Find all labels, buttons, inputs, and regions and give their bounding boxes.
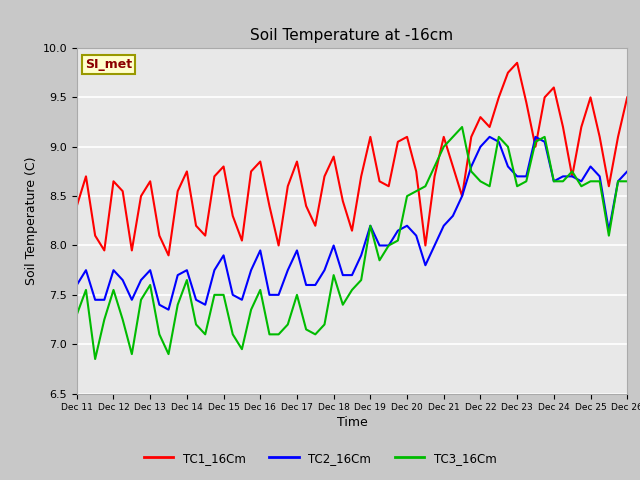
TC1_16Cm (73, 203, 81, 209)
TC3_16Cm (275, 332, 282, 337)
TC3_16Cm (192, 322, 200, 327)
TC1_16Cm (164, 252, 172, 258)
TC2_16Cm (486, 134, 493, 140)
TC3_16Cm (412, 188, 420, 194)
TC2_16Cm (623, 168, 631, 174)
Text: SI_met: SI_met (85, 59, 132, 72)
Line: TC3_16Cm: TC3_16Cm (77, 127, 627, 359)
TC2_16Cm (376, 242, 383, 248)
Line: TC2_16Cm: TC2_16Cm (77, 137, 627, 310)
Line: TC1_16Cm: TC1_16Cm (77, 63, 627, 255)
TC3_16Cm (568, 168, 576, 174)
TC3_16Cm (92, 356, 99, 362)
TC2_16Cm (192, 297, 200, 303)
TC3_16Cm (376, 257, 383, 263)
TC3_16Cm (211, 292, 218, 298)
TC2_16Cm (164, 307, 172, 312)
TC1_16Cm (568, 173, 576, 179)
TC2_16Cm (73, 282, 81, 288)
TC1_16Cm (211, 173, 218, 179)
X-axis label: Time: Time (337, 417, 367, 430)
TC2_16Cm (275, 292, 282, 298)
Legend: TC1_16Cm, TC2_16Cm, TC3_16Cm: TC1_16Cm, TC2_16Cm, TC3_16Cm (139, 447, 501, 469)
TC1_16Cm (192, 223, 200, 228)
TC2_16Cm (412, 233, 420, 239)
TC2_16Cm (568, 173, 576, 179)
TC3_16Cm (623, 179, 631, 184)
TC1_16Cm (376, 179, 383, 184)
TC1_16Cm (412, 168, 420, 174)
TC1_16Cm (275, 242, 282, 248)
Title: Soil Temperature at -16cm: Soil Temperature at -16cm (250, 28, 454, 43)
TC1_16Cm (623, 95, 631, 100)
TC2_16Cm (211, 267, 218, 273)
TC1_16Cm (513, 60, 521, 66)
TC3_16Cm (458, 124, 466, 130)
TC3_16Cm (73, 312, 81, 317)
Y-axis label: Soil Temperature (C): Soil Temperature (C) (26, 156, 38, 285)
